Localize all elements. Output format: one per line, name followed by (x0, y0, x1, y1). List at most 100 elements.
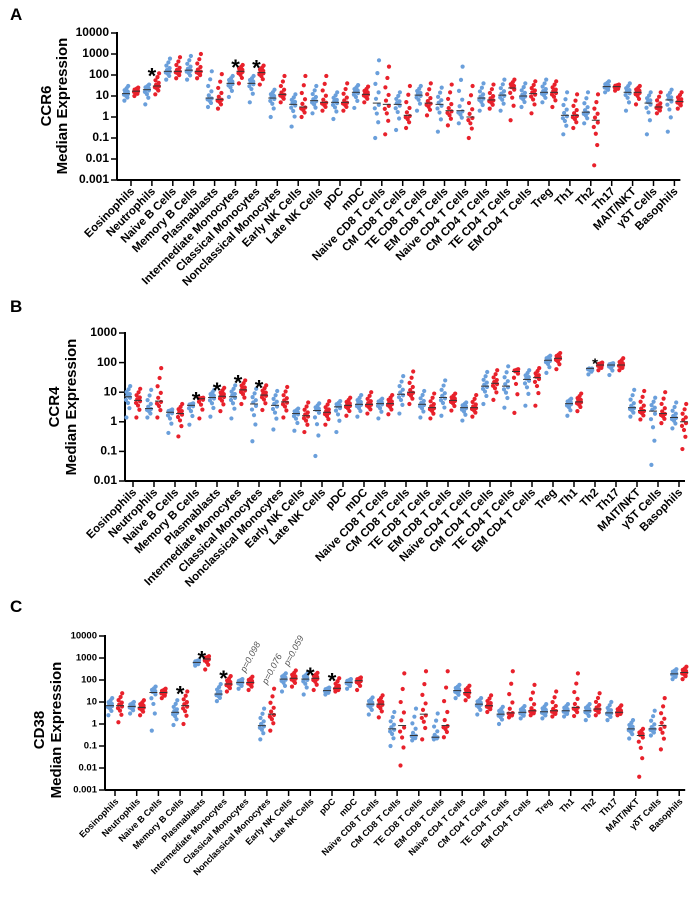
red-data-point (157, 375, 162, 381)
red-data-point (421, 719, 426, 724)
blue-data-point (519, 88, 524, 93)
red-data-point (579, 391, 584, 396)
blue-data-point (218, 682, 223, 687)
blue-data-point (170, 407, 175, 412)
red-data-point (661, 396, 666, 401)
red-data-point (681, 427, 687, 433)
blue-data-point (164, 77, 169, 82)
y-axis-marker-name: CD38 (31, 711, 48, 749)
blue-data-point (374, 111, 379, 116)
red-data-point (684, 664, 689, 669)
blue-data-point (498, 95, 503, 100)
red-data-point (404, 100, 409, 105)
red-data-point (320, 108, 325, 113)
red-data-point (570, 115, 576, 120)
red-data-point (508, 118, 513, 123)
red-data-point (534, 383, 540, 389)
red-data-point (271, 721, 276, 726)
blue-data-point (268, 98, 273, 103)
red-data-point (593, 699, 599, 705)
red-data-point (445, 669, 450, 674)
red-data-point (281, 415, 286, 420)
red-data-point (366, 84, 371, 89)
red-data-point (506, 715, 512, 720)
red-data-point (592, 115, 598, 120)
blue-data-point (652, 438, 657, 443)
red-data-point (493, 372, 498, 377)
blue-data-point (214, 698, 219, 704)
blue-data-point (584, 96, 589, 101)
blue-data-point (565, 90, 570, 95)
red-data-point (553, 87, 558, 92)
blue-data-point (250, 91, 255, 96)
red-data-point (398, 699, 403, 705)
blue-data-point (605, 718, 610, 723)
blue-data-point (173, 701, 178, 706)
red-data-point (448, 116, 453, 121)
red-data-point (239, 401, 244, 407)
blue-data-point (560, 116, 566, 121)
red-data-point (133, 400, 139, 406)
red-data-point (250, 674, 255, 679)
red-data-point (551, 706, 556, 711)
red-data-point (119, 700, 124, 705)
red-data-point (680, 411, 685, 416)
blue-data-point (442, 405, 447, 410)
red-data-point (487, 696, 492, 701)
blue-data-point (563, 97, 568, 102)
blue-data-point (498, 108, 503, 113)
red-data-point (507, 692, 512, 697)
red-data-point (264, 383, 269, 388)
significance-star: * (255, 375, 264, 400)
red-data-point (550, 104, 555, 110)
red-data-point (180, 401, 185, 407)
blue-data-point (356, 83, 361, 88)
blue-data-point (518, 716, 523, 721)
blue-data-point (477, 89, 482, 94)
red-data-point (554, 689, 559, 694)
red-data-point (532, 682, 537, 687)
blue-data-point (388, 743, 393, 749)
red-data-point (575, 696, 580, 701)
blue-data-point (442, 391, 447, 396)
red-data-point (141, 703, 146, 708)
blue-data-point (370, 695, 375, 700)
red-data-point (658, 727, 663, 732)
red-data-point (616, 82, 622, 87)
red-data-point (197, 416, 202, 421)
panel-letter: B (10, 297, 22, 316)
blue-data-point (229, 88, 234, 93)
blue-data-point (375, 71, 380, 76)
red-data-point (407, 105, 412, 111)
red-data-point (348, 395, 353, 400)
blue-data-point (457, 682, 462, 687)
blue-data-point (253, 398, 258, 403)
blue-data-point (376, 120, 381, 125)
significance-star: * (176, 682, 185, 707)
blue-data-point (145, 398, 150, 403)
blue-data-point (373, 81, 378, 86)
red-data-point (176, 434, 181, 439)
blue-data-point (337, 418, 342, 423)
red-data-point (683, 434, 688, 439)
blue-data-point (123, 397, 129, 402)
blue-data-point (670, 676, 675, 682)
red-data-point (491, 93, 496, 99)
blue-data-point (498, 86, 503, 91)
red-data-point (158, 408, 163, 413)
blue-data-point (188, 64, 193, 69)
blue-data-point (667, 107, 672, 112)
blue-data-point (526, 375, 531, 380)
red-data-point (219, 90, 224, 96)
blue-data-point (607, 703, 612, 708)
red-data-point (257, 82, 262, 87)
blue-data-point (153, 684, 158, 689)
blue-data-point (251, 413, 257, 418)
blue-data-point (191, 401, 196, 406)
blue-data-point (590, 368, 595, 373)
red-data-point (242, 385, 247, 390)
red-data-point (533, 79, 538, 84)
red-data-point (407, 120, 412, 125)
red-data-point (430, 395, 435, 400)
